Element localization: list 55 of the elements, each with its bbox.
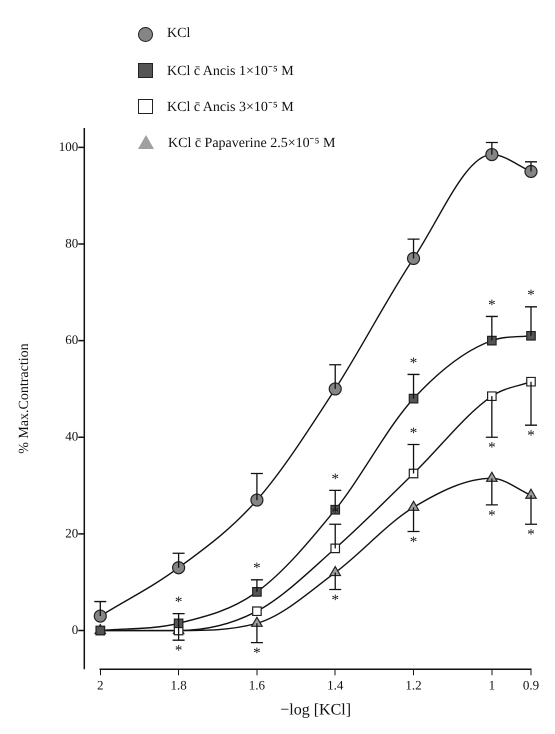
point: [408, 394, 418, 404]
annotation: *: [253, 560, 261, 577]
x-tick-label: 0.9: [522, 677, 540, 692]
point: [251, 616, 263, 627]
x-axis-title: −log [KCl]: [280, 702, 352, 719]
point: [487, 391, 497, 402]
annotation: *: [174, 594, 182, 611]
annotation: *: [174, 643, 182, 660]
annotation: *: [410, 534, 418, 550]
y-tick-label: 0: [72, 622, 78, 637]
x-tick-label: 1: [488, 677, 496, 692]
y-tick-label: 100: [58, 138, 78, 154]
x-tick-label: 1.6: [248, 677, 266, 692]
annotation: *: [488, 297, 496, 314]
point: [485, 148, 498, 162]
point: [329, 566, 342, 576]
y-tick-label: 80: [65, 235, 78, 250]
annotation: *: [331, 471, 339, 488]
y-tick-label: 40: [65, 428, 78, 444]
point: [330, 544, 340, 554]
legend-label: KCl c̄ Ancis 3×10⁻⁵ M: [167, 99, 294, 116]
annotation: *: [527, 527, 535, 544]
point: [524, 164, 538, 178]
annotation: *: [527, 288, 535, 304]
point: [408, 500, 420, 511]
point: [328, 382, 342, 396]
legend-label: KCl: [167, 26, 190, 42]
point: [172, 561, 186, 574]
point: [408, 468, 418, 478]
legend-label: KCl c̄ Ancis 1×10⁻⁵ M: [167, 63, 294, 80]
annotation: *: [488, 508, 496, 524]
annotation: *: [253, 646, 261, 662]
point: [526, 330, 536, 341]
point: [250, 493, 264, 507]
annotation: *: [488, 440, 496, 456]
annotation: *: [331, 592, 339, 608]
y-axis-title: % Max.Contraction: [17, 343, 32, 454]
legend-label: KCl c̄ Papaverine 2.5×10⁻⁵ M: [168, 135, 336, 152]
point: [487, 336, 497, 346]
point: [525, 488, 537, 499]
point: [252, 606, 262, 616]
y-tick-label: 20: [65, 525, 78, 540]
y-tick-label: 60: [65, 332, 78, 348]
x-tick-label: 1.2: [405, 677, 422, 692]
point: [526, 376, 536, 387]
annotation: *: [410, 425, 418, 442]
point: [252, 587, 262, 597]
annotation: *: [410, 355, 418, 372]
point: [94, 609, 107, 623]
x-tick-label: 1.4: [327, 677, 344, 692]
point: [486, 472, 498, 482]
point: [406, 252, 420, 266]
x-tick-label: 2: [97, 677, 104, 692]
x-tick-label: 1.8: [170, 677, 187, 692]
annotation: *: [527, 428, 535, 444]
